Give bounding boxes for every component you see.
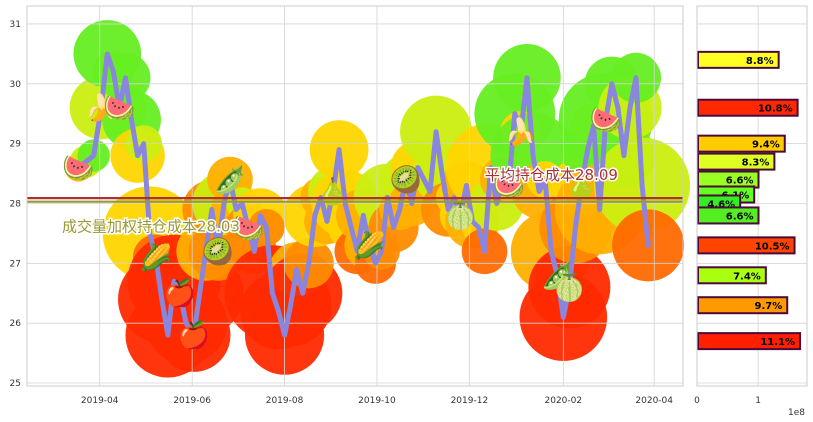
melon-icon: 🍈 — [553, 271, 585, 303]
x-tick-label: 2020-02 — [545, 396, 583, 406]
banana-icon: 🍌 — [505, 117, 537, 148]
distribution-bar-label: 6.6% — [726, 176, 754, 187]
distribution-bar — [697, 206, 760, 225]
y-tick-label: 29 — [10, 140, 22, 150]
y-tick-label: 25 — [10, 379, 21, 389]
melon-icon: 🍈 — [444, 199, 476, 231]
corn-icon: 🌽 — [140, 241, 172, 273]
watermelon-icon: 🍉 — [493, 172, 525, 202]
apple-icon: 🍎 — [164, 277, 196, 309]
side-axis-offset-label: 1e8 — [788, 408, 805, 418]
pear-icon: 🍐 — [317, 177, 349, 208]
average-cost-label: 平均持仓成本28.09 — [485, 166, 618, 184]
corn-icon: 🌽 — [353, 229, 385, 261]
side-axes: 0 1 1e8 — [694, 5, 808, 418]
x-tick-label: 2019-10 — [358, 396, 396, 406]
distribution-bar — [697, 236, 796, 255]
distribution-bars-layer: 8.8%10.8%9.4%8.3%6.6%6.1%4.6%6.6%10.5%7.… — [697, 50, 802, 351]
apple-icon: 🍎 — [177, 319, 209, 351]
distribution-bar-label: 11.1% — [760, 337, 795, 348]
distribution-bar — [697, 152, 776, 171]
x-tick-label: 2019-04 — [81, 396, 119, 406]
distribution-bar-label: 9.7% — [754, 301, 782, 312]
distribution-bar-label: 8.8% — [746, 56, 774, 67]
fruit-marker-layer: 🍉🍌🍉🌽🍎🍎🥝🫛🍉🍐🌽🥝🍈🍉🍌🫛🍐🍉🍈 — [62, 93, 622, 351]
x-tick-label: 2019-08 — [266, 396, 304, 406]
watermelon-icon: 🍉 — [103, 94, 135, 124]
distribution-bar-label: 10.8% — [758, 104, 793, 115]
y-tick-label: 28 — [10, 199, 22, 209]
kiwi-icon: 🥝 — [390, 163, 422, 196]
pear-icon: 🍐 — [565, 171, 597, 202]
distribution-bar-label: 10.5% — [755, 241, 790, 252]
banana-icon: 🍌 — [85, 93, 117, 124]
side-x-tick-label: 0 — [694, 396, 700, 406]
side-x-tick-label: 1 — [755, 396, 761, 406]
watermelon-icon: 🍉 — [590, 106, 622, 136]
watermelon-icon: 🍉 — [62, 154, 94, 184]
distribution-bar — [697, 98, 799, 117]
x-tick-label: 2020-04 — [635, 396, 673, 406]
y-tick-label: 31 — [10, 20, 21, 30]
y-tick-label: 30 — [10, 80, 22, 90]
distribution-bar — [697, 134, 786, 153]
weighted-cost-label: 成交量加权持仓成本28.03 — [62, 218, 240, 236]
x-tick-label: 2019-06 — [173, 396, 211, 406]
distribution-bar-label: 4.6% — [707, 199, 735, 210]
y-tick-label: 27 — [10, 259, 21, 269]
x-tick-label: 2019-12 — [451, 396, 489, 406]
main-axes: 25 26 27 28 29 30 31 2019-04 2019-06 2019-08 2019-… — [10, 5, 684, 406]
watermelon-icon: 🍉 — [232, 213, 264, 243]
distribution-bar — [697, 266, 767, 285]
y-tick-label: 26 — [10, 319, 22, 329]
main-plot-frame — [26, 5, 684, 387]
distribution-bar-label: 9.4% — [752, 140, 780, 151]
peapod-icon: 🫛 — [214, 165, 246, 196]
distribution-bar-label: 8.3% — [742, 158, 770, 169]
peapod-icon: 🫛 — [541, 260, 573, 291]
cost-lines-layer: 平均持仓成本28.09 成交量加权持仓成本28.03 — [27, 165, 683, 237]
distribution-bar — [697, 332, 802, 351]
kiwi-icon: 🥝 — [202, 234, 234, 267]
distribution-bar-label: 7.4% — [733, 271, 761, 282]
distribution-bar — [697, 50, 780, 69]
price-line-layer — [76, 51, 651, 338]
price-line — [76, 51, 651, 338]
side-plot-frame — [696, 5, 808, 387]
distribution-bar-label: 6.6% — [726, 211, 754, 222]
distribution-bar — [697, 296, 789, 315]
